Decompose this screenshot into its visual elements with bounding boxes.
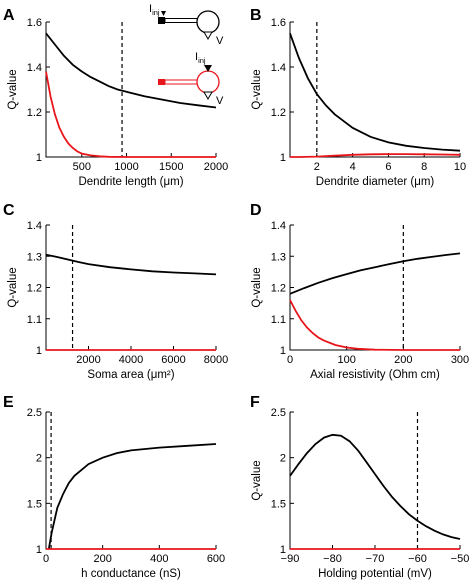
y-axis-label-c: Q-value [7,267,19,307]
x-tick-label-f-1: −80 [323,553,342,565]
y-tick-label-c-4: 1.4 [27,220,42,232]
y-tick-label-a-3: 1.6 [27,17,42,29]
x-tick-label-e-2: 400 [150,553,168,565]
x-tick-label-a-1: 1000 [114,161,138,173]
y-tick-label-e-2: 2 [36,453,42,465]
y-tick-label-c-1: 1.1 [27,314,42,326]
y-tick-label-f-2: 2 [280,453,286,465]
x-tick-label-d-1: 100 [337,354,355,366]
series-black-b [289,32,461,152]
y-tick-label-f-0: 1 [280,544,286,556]
panel-a: A 1 1.2 1.4 1.6 500 1000 1500 2000 Dendrite lengt… [3,7,228,188]
y-tick-label-d-4: 1.4 [271,220,286,232]
x-tick-label-a-2: 1500 [159,161,183,173]
neuron-reduced-model-icon [158,65,220,101]
y-tick-label-d-0: 1 [280,345,286,357]
y-tick-label-e-0: 1 [36,544,42,556]
y-tick-label-f-3: 2.5 [271,407,286,419]
panel-letter-e: E [3,394,14,411]
axes-c [45,225,216,351]
y-tick-label-e-3: 2.5 [27,407,42,419]
x-axis-label-a: Dendrite length (μm) [78,176,183,188]
y-axis-label-d: Q-value [251,267,263,307]
series-red-a [45,71,216,158]
inject-current-label-bottom: Iinj [195,51,206,65]
x-axis-label-d: Axial resistivity (Ohm cm) [310,369,440,381]
x-tick-label-f-0: −90 [281,553,300,565]
axes-d [289,225,460,351]
panel-b: B 1 1.2 1.4 1.6 2 4 6 8 10 Dendrite diameter (μm) Q… [250,7,466,188]
y-tick-label-c-3: 1.3 [27,251,42,263]
series-black-e [47,443,217,550]
x-tick-label-c-0: 2000 [76,354,100,366]
panel-c: C 1 1.1 1.2 1.3 1.4 2000 4000 6000 8000 Soma area … [3,202,228,381]
x-tick-label-e-0: 0 [43,553,49,565]
x-tick-label-f-3: −60 [408,553,427,565]
y-tick-label-c-2: 1.2 [27,283,42,295]
axes-b [289,22,460,158]
x-tick-label-b-3: 8 [421,161,427,173]
x-tick-label-e-1: 200 [93,553,111,565]
x-tick-label-d-2: 200 [394,354,412,366]
neuron-schematic-inset: Iinj V Iinj V [149,3,224,107]
x-axis-label-f: Holding potential (mV) [318,568,432,580]
series-black-c [45,253,217,276]
y-tick-label-e-1: 1.5 [27,498,42,510]
x-axis-label-c: Soma area (μm²) [87,369,174,381]
x-tick-label-c-3: 8000 [204,354,228,366]
panel-e: E 1 1.5 2 2.5 0 200 400 600 h conductance (nS) [3,394,225,580]
series-red-b [290,153,461,158]
panel-letter-f: F [250,394,260,411]
voltage-label-bottom: V [216,95,224,107]
x-tick-label-c-2: 6000 [161,354,185,366]
y-tick-label-d-2: 1.2 [271,283,286,295]
y-tick-label-a-1: 1.2 [27,107,42,119]
x-tick-label-b-2: 6 [385,161,391,173]
x-tick-label-b-4: 10 [454,161,466,173]
y-tick-label-b-3: 1.6 [271,17,286,29]
axes-a [45,22,216,158]
y-axis-label-f: Q-value [251,460,263,500]
voltage-label-top: V [216,35,224,47]
inject-current-label-top: Iinj [149,3,160,17]
x-axis-label-e: h conductance (nS) [81,568,181,580]
series-red-d [289,299,460,351]
y-tick-label-c-0: 1 [36,345,42,357]
x-tick-label-d-0: 0 [287,354,293,366]
x-tick-label-b-0: 2 [314,161,320,173]
axes-f [289,412,460,550]
series-black-f [289,433,461,540]
x-tick-label-b-1: 4 [350,161,356,173]
x-tick-label-c-1: 4000 [119,354,143,366]
y-tick-label-a-2: 1.4 [27,62,42,74]
y-tick-label-d-3: 1.3 [271,251,286,263]
y-axis-label-b: Q-value [251,69,263,109]
y-tick-label-b-0: 1 [280,152,286,164]
panel-letter-b: B [250,7,262,24]
panel-letter-d: D [250,202,262,219]
panel-d: D 1 1.1 1.2 1.3 1.4 0 100 200 300 Axial resistivit… [250,202,469,381]
y-tick-label-b-2: 1.4 [271,62,286,74]
x-tick-label-a-3: 2000 [204,161,228,173]
panel-letter-a: A [3,7,15,24]
series-black-a [45,32,217,109]
x-tick-label-f-4: −50 [451,553,470,565]
panel-f: F 1 1.5 2 2.5 −90 −80 −70 −60 −50 Holding potentia… [250,394,469,580]
x-tick-label-f-2: −70 [366,553,385,565]
x-axis-label-b: Dendrite diameter (μm) [316,176,435,188]
panel-letter-c: C [3,202,15,219]
neuron-full-model-icon [158,10,220,41]
y-tick-label-d-1: 1.1 [271,314,286,326]
y-axis-label-a: Q-value [7,69,19,109]
y-tick-label-b-1: 1.2 [271,107,286,119]
y-tick-label-f-1: 1.5 [271,498,286,510]
series-black-d [289,252,461,295]
x-tick-label-a-0: 500 [73,161,91,173]
x-tick-label-d-3: 300 [451,354,469,366]
y-tick-label-a-0: 1 [36,152,42,164]
x-tick-label-e-3: 600 [207,553,225,565]
